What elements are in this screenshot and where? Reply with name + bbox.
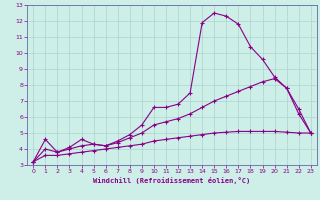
X-axis label: Windchill (Refroidissement éolien,°C): Windchill (Refroidissement éolien,°C) [93, 177, 251, 184]
